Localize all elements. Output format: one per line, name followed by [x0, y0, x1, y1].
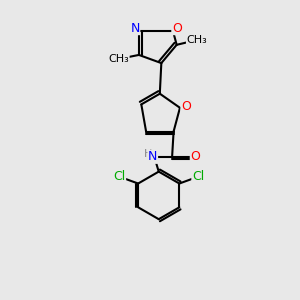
Text: O: O	[181, 100, 191, 113]
Text: O: O	[172, 22, 182, 34]
Text: H: H	[144, 149, 152, 159]
Text: Cl: Cl	[192, 169, 204, 183]
Text: O: O	[190, 150, 200, 163]
Text: N: N	[130, 22, 140, 34]
Text: CH₃: CH₃	[187, 35, 207, 45]
Text: CH₃: CH₃	[108, 53, 129, 64]
Text: Cl: Cl	[113, 169, 125, 183]
Text: N: N	[148, 150, 158, 163]
